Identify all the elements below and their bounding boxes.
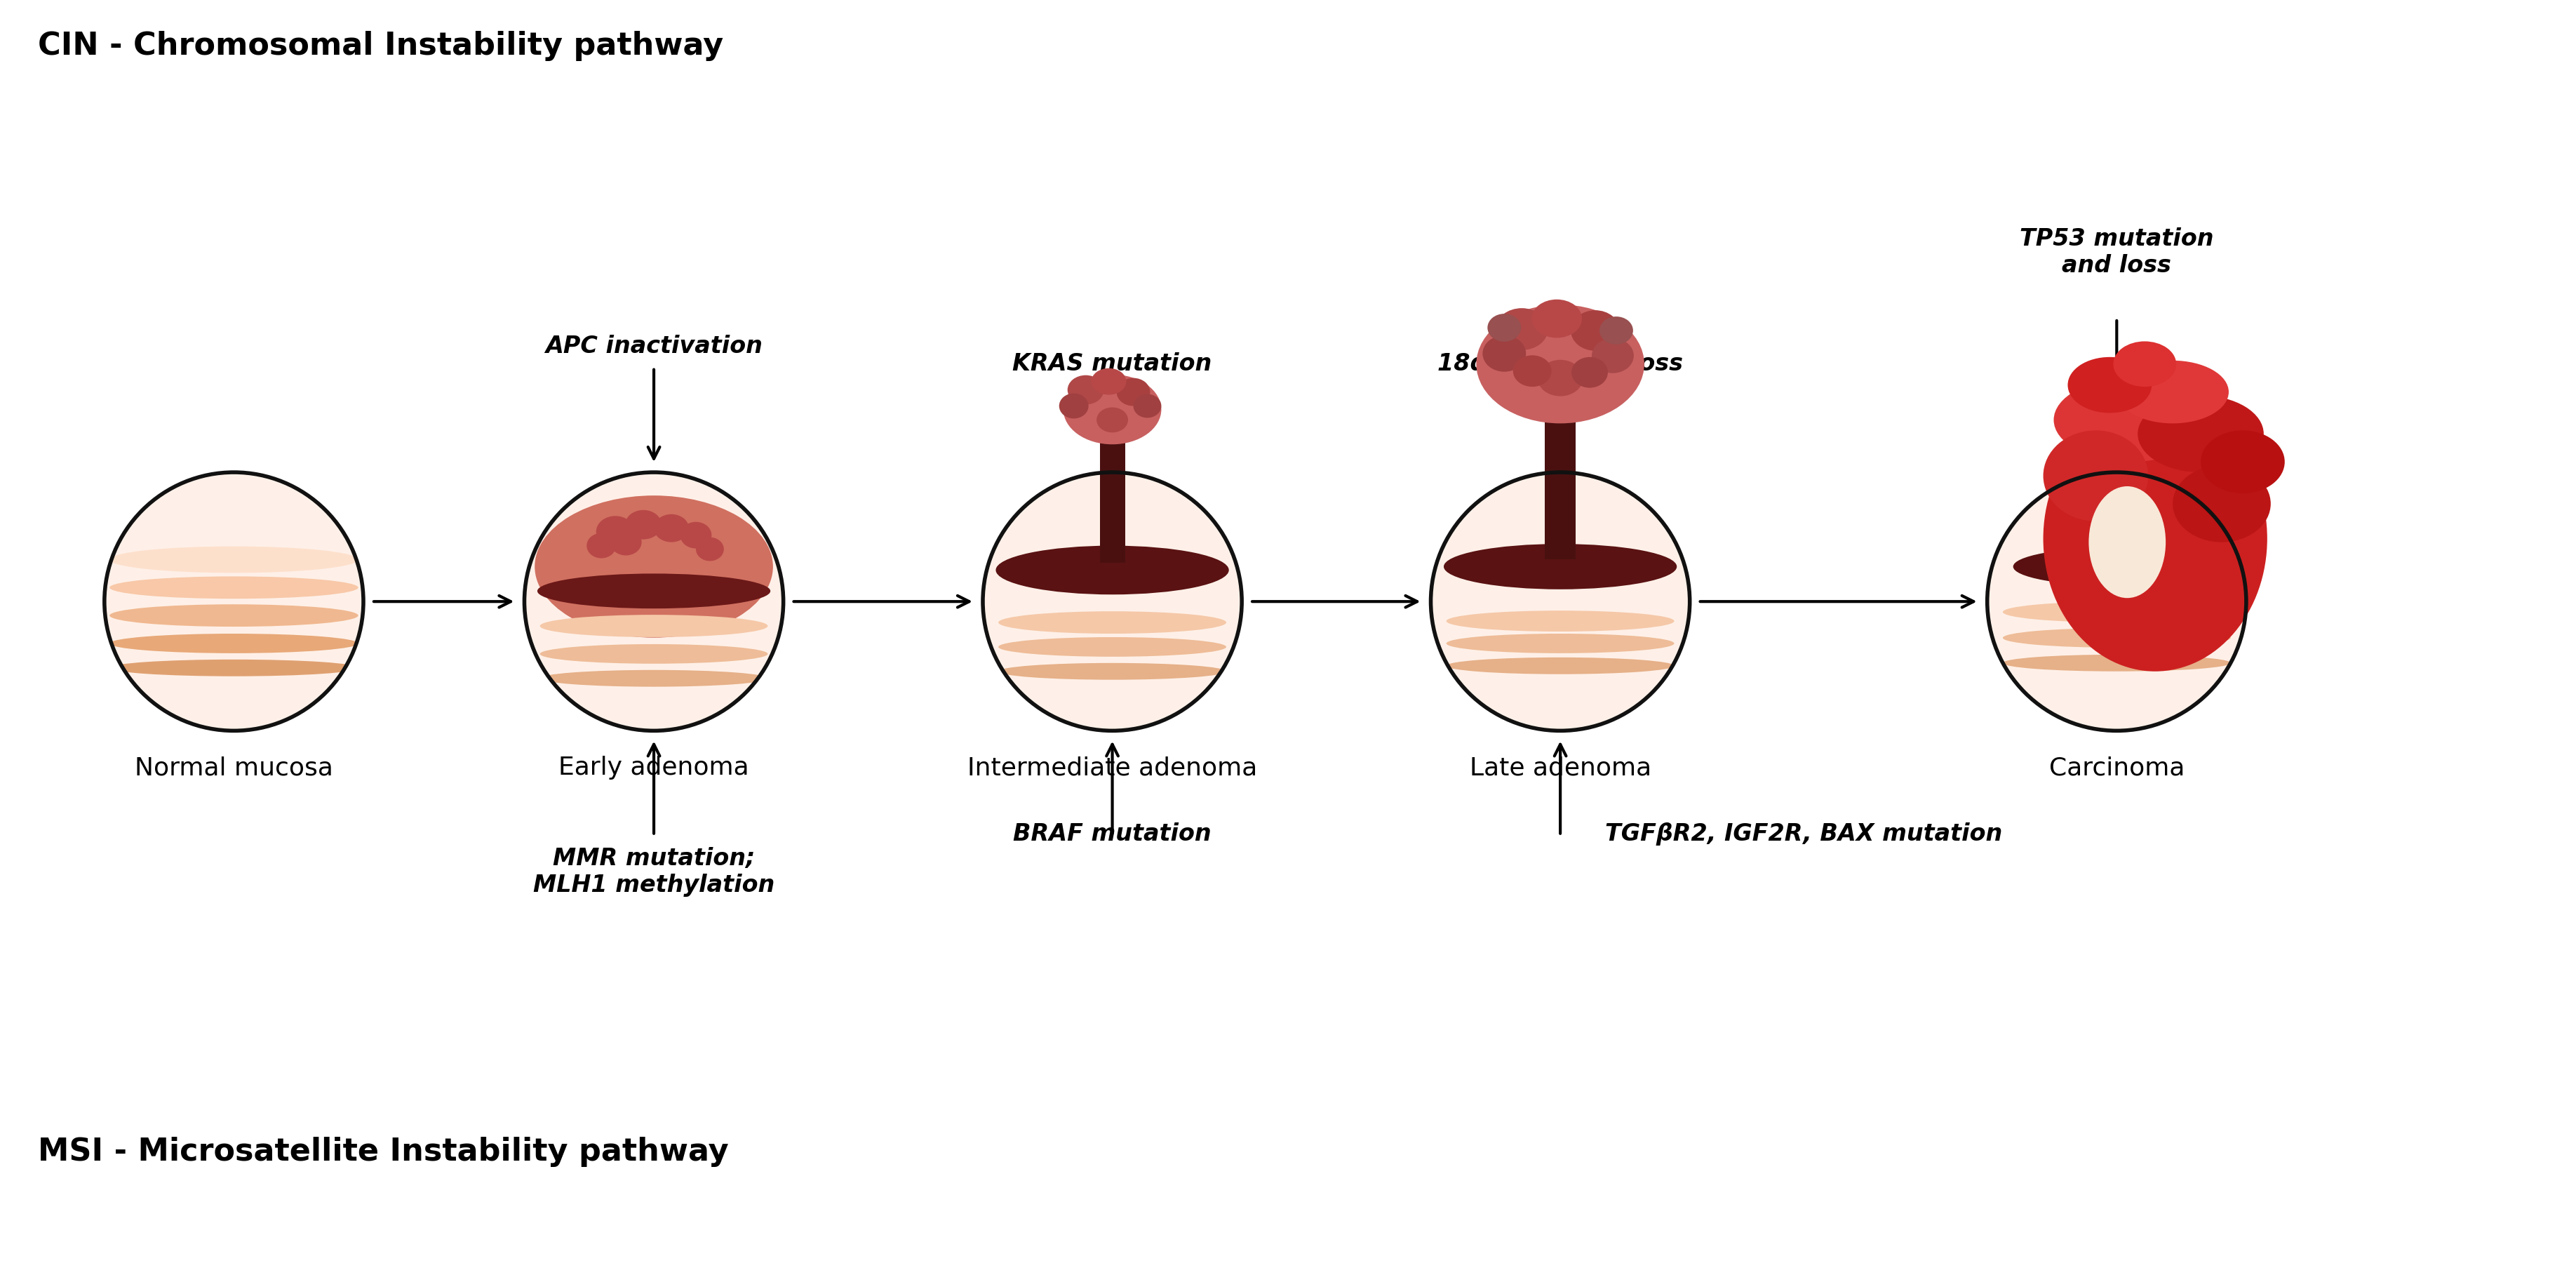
Ellipse shape — [2115, 361, 2228, 424]
Ellipse shape — [1481, 336, 1525, 373]
Ellipse shape — [1486, 314, 1520, 342]
Text: Normal mucosa: Normal mucosa — [134, 756, 332, 780]
Ellipse shape — [1097, 408, 1128, 432]
Ellipse shape — [541, 671, 768, 687]
Ellipse shape — [1443, 544, 1677, 590]
Ellipse shape — [2066, 358, 2151, 413]
Ellipse shape — [2002, 602, 2231, 623]
Ellipse shape — [2043, 407, 2267, 672]
Ellipse shape — [1059, 394, 1087, 418]
Ellipse shape — [1445, 634, 1674, 653]
Text: TP53 mutation
and loss: TP53 mutation and loss — [2020, 227, 2213, 278]
Ellipse shape — [994, 547, 1229, 595]
Text: BRAF mutation: BRAF mutation — [1012, 822, 1211, 844]
Ellipse shape — [2012, 548, 2221, 586]
Ellipse shape — [595, 516, 634, 548]
Ellipse shape — [1133, 394, 1162, 418]
Text: TGFβR2, IGF2R, BAX mutation: TGFβR2, IGF2R, BAX mutation — [1605, 822, 2002, 844]
Text: MSI - Microsatellite Instability pathway: MSI - Microsatellite Instability pathway — [39, 1136, 729, 1167]
Ellipse shape — [1476, 306, 1643, 424]
Ellipse shape — [1445, 611, 1674, 631]
Ellipse shape — [654, 515, 688, 543]
Ellipse shape — [2002, 629, 2231, 648]
Ellipse shape — [1512, 356, 1551, 387]
Ellipse shape — [587, 534, 616, 559]
Text: CIN - Chromosomal Instability pathway: CIN - Chromosomal Instability pathway — [39, 30, 724, 61]
Ellipse shape — [997, 611, 1226, 634]
Text: KRAS mutation: KRAS mutation — [1012, 351, 1211, 375]
Ellipse shape — [1064, 375, 1162, 445]
Text: Late adenoma: Late adenoma — [1468, 756, 1651, 780]
Text: Intermediate adenoma: Intermediate adenoma — [966, 756, 1257, 780]
Ellipse shape — [541, 644, 768, 664]
Ellipse shape — [538, 574, 770, 609]
Ellipse shape — [2200, 431, 2285, 493]
Ellipse shape — [611, 529, 641, 555]
Ellipse shape — [1592, 339, 1633, 374]
Circle shape — [526, 473, 783, 732]
Ellipse shape — [626, 511, 662, 540]
Ellipse shape — [111, 577, 358, 598]
Ellipse shape — [111, 605, 358, 626]
Ellipse shape — [1445, 658, 1674, 675]
Ellipse shape — [1530, 301, 1582, 339]
Ellipse shape — [2112, 342, 2177, 387]
Ellipse shape — [2231, 611, 2241, 620]
Ellipse shape — [2138, 396, 2264, 473]
Ellipse shape — [1494, 308, 1548, 350]
Ellipse shape — [2190, 645, 2202, 656]
Ellipse shape — [1092, 369, 1126, 396]
Circle shape — [106, 473, 363, 732]
Ellipse shape — [1571, 311, 1620, 351]
Ellipse shape — [2089, 487, 2164, 598]
Bar — [1100, 413, 1126, 563]
Ellipse shape — [111, 547, 358, 573]
Ellipse shape — [536, 496, 773, 638]
Circle shape — [1986, 473, 2246, 732]
Ellipse shape — [111, 634, 358, 653]
Ellipse shape — [1538, 360, 1582, 397]
Ellipse shape — [680, 522, 711, 549]
Ellipse shape — [1600, 317, 1633, 345]
Ellipse shape — [1066, 375, 1103, 404]
Circle shape — [1430, 473, 1690, 732]
Ellipse shape — [2053, 378, 2208, 463]
Circle shape — [981, 473, 1242, 732]
Ellipse shape — [997, 663, 1226, 680]
Ellipse shape — [2213, 624, 2228, 637]
Ellipse shape — [2043, 431, 2148, 521]
Ellipse shape — [2002, 656, 2231, 672]
Ellipse shape — [696, 538, 724, 562]
Text: Carcinoma: Carcinoma — [2048, 756, 2184, 780]
Ellipse shape — [2172, 465, 2269, 543]
Ellipse shape — [1115, 378, 1149, 407]
Ellipse shape — [541, 615, 768, 638]
Text: 18q, SMAD2/4 loss: 18q, SMAD2/4 loss — [1437, 351, 1682, 375]
Ellipse shape — [1571, 358, 1607, 388]
Text: MMR mutation;
MLH1 methylation: MMR mutation; MLH1 methylation — [533, 846, 775, 896]
Text: APC inactivation: APC inactivation — [546, 335, 762, 358]
Bar — [1546, 403, 1577, 560]
Text: Early adenoma: Early adenoma — [559, 756, 750, 780]
Ellipse shape — [997, 638, 1226, 657]
Ellipse shape — [111, 659, 358, 677]
